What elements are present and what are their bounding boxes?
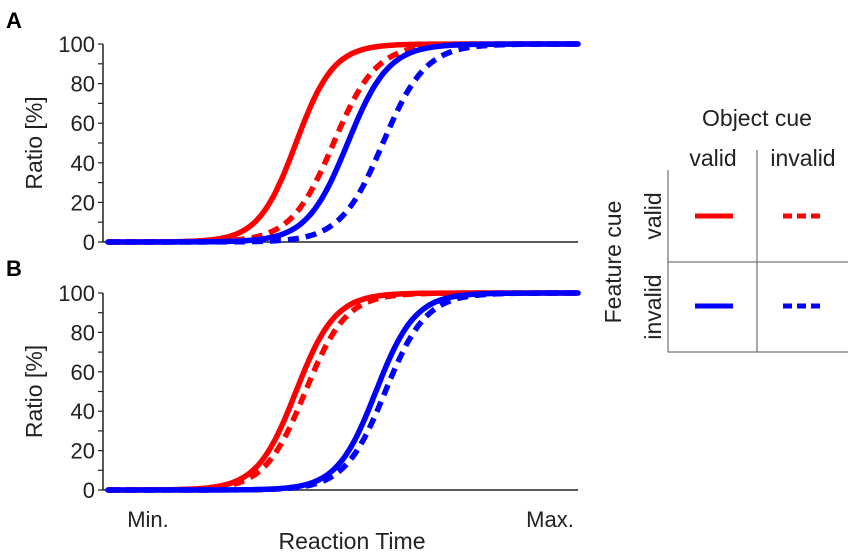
- y-tick-label: 60: [71, 111, 95, 136]
- legend-row-title: Feature cue: [600, 201, 626, 324]
- legend-column-title: Object cue: [702, 105, 812, 131]
- y-axis-label: Ratio [%]: [21, 345, 47, 438]
- curve-blue-dashed: [108, 290, 578, 493]
- curve-blue-dashed: [108, 41, 578, 245]
- y-tick-label: 100: [58, 281, 95, 306]
- legend: Object cue valid invalid Feature cue val…: [600, 105, 848, 353]
- y-tick-label: 60: [71, 360, 95, 385]
- panel-label-b: B: [6, 256, 22, 281]
- panel-label-a: A: [6, 8, 22, 33]
- panel-a: Ratio [%] 0 20 40 60 80 100: [21, 32, 581, 255]
- x-tick-min: Min.: [127, 507, 169, 532]
- y-tick-label: 80: [71, 320, 95, 345]
- x-axis-label: Reaction Time: [278, 528, 425, 553]
- y-tick-label: 40: [71, 151, 95, 176]
- y-tick-label: 40: [71, 399, 95, 424]
- y-tick-label: 80: [71, 72, 95, 97]
- legend-column-invalid: invalid: [770, 145, 835, 171]
- y-tick-label: 0: [83, 478, 95, 503]
- y-tick-label: 20: [71, 439, 95, 464]
- legend-box: [667, 170, 848, 353]
- legend-row-valid: valid: [640, 192, 666, 239]
- y-tick-label: 20: [71, 190, 95, 215]
- y-tick-label: 0: [83, 230, 95, 255]
- x-tick-max: Max.: [526, 507, 574, 532]
- legend-column-valid: valid: [689, 145, 736, 171]
- panel-b: Ratio [%] 0 20 40 60 80 100: [21, 281, 581, 503]
- y-tick-label: 100: [58, 32, 95, 57]
- y-axis-label: Ratio [%]: [21, 96, 47, 189]
- legend-row-invalid: invalid: [640, 274, 666, 339]
